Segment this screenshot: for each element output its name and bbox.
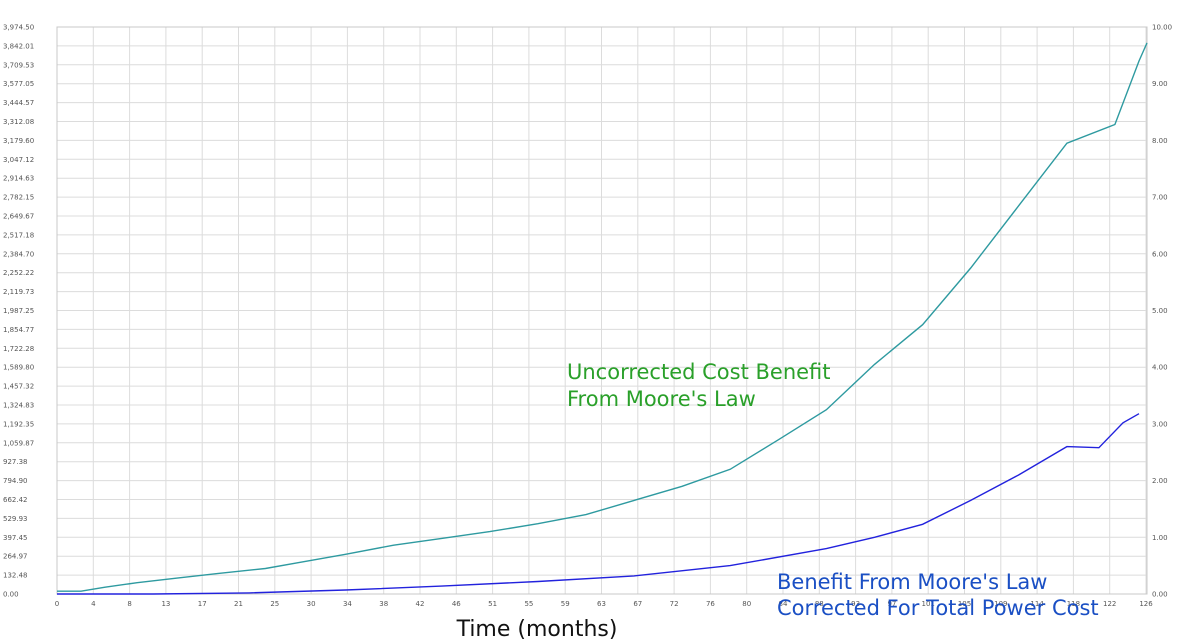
annotation-uncorrected-line-1: Uncorrected Cost Benefit (567, 360, 831, 384)
x-tick-label: 97 (887, 600, 896, 608)
right-tick-label: 2.00 (1152, 477, 1168, 485)
right-tick-label: 3.00 (1152, 420, 1168, 428)
right-tick-label: 4.00 (1152, 364, 1168, 372)
x-axis-ticks: 0 4 8 13 17 21 25 30 34 38 42 46 51 55 59 63 67 72 76 80 84 8… (55, 600, 1153, 608)
grid-lines (56, 26, 1147, 595)
left-tick-label: 3,047.12 (3, 156, 34, 164)
x-tick-label: 46 (452, 600, 461, 608)
annotation-corrected-line-2: Corrected For Total Power Cost (777, 596, 1099, 620)
left-tick-label: 3,444.57 (3, 99, 34, 107)
right-tick-label: 10.00 (1152, 24, 1172, 32)
right-tick-label: 9.00 (1152, 80, 1168, 88)
left-tick-label: 1,589.80 (3, 364, 34, 372)
x-tick-label: 55 (524, 600, 533, 608)
left-tick-label: 2,649.67 (3, 213, 34, 221)
left-tick-label: 2,119.73 (3, 288, 34, 296)
left-tick-label: 1,457.32 (3, 383, 34, 391)
x-tick-label: 84 (779, 600, 788, 608)
right-tick-label: 8.00 (1152, 137, 1168, 145)
right-tick-label: 7.00 (1152, 194, 1168, 202)
left-tick-label: 397.45 (3, 534, 28, 542)
x-tick-label: 42 (416, 600, 425, 608)
left-tick-label: 927.38 (3, 458, 28, 466)
left-tick-label: 0.00 (3, 591, 19, 599)
left-tick-label: 2,517.18 (3, 231, 34, 239)
left-tick-label: 132.48 (3, 572, 28, 580)
x-axis-label: Time (months) (456, 617, 618, 642)
x-tick-label: 8 (127, 600, 131, 608)
x-tick-label: 38 (379, 600, 388, 608)
left-tick-label: 3,709.53 (3, 61, 34, 69)
left-tick-label: 2,782.15 (3, 194, 34, 202)
left-tick-label: 529.93 (3, 515, 28, 523)
left-tick-label: 3,312.08 (3, 118, 34, 126)
x-tick-label: 101 (922, 600, 935, 608)
right-tick-label: 6.00 (1152, 250, 1168, 258)
left-tick-label: 662.42 (3, 496, 28, 504)
left-tick-label: 1,192.35 (3, 420, 34, 428)
right-tick-label: 1.00 (1152, 534, 1168, 542)
left-tick-label: 2,252.22 (3, 269, 34, 277)
x-tick-label: 30 (307, 600, 316, 608)
x-tick-label: 114 (1030, 600, 1044, 608)
x-tick-label: 63 (597, 600, 606, 608)
x-tick-label: 76 (706, 600, 715, 608)
left-tick-label: 1,987.25 (3, 307, 34, 315)
x-tick-label: 0 (55, 600, 59, 608)
plot-border (56, 26, 1148, 595)
x-tick-label: 93 (851, 600, 860, 608)
x-tick-label: 17 (198, 600, 207, 608)
left-tick-label: 1,059.87 (3, 439, 34, 447)
left-tick-label: 2,384.70 (3, 250, 34, 258)
right-tick-label: 5.00 (1152, 307, 1168, 315)
right-tick-label: 0.00 (1152, 591, 1168, 599)
x-tick-label: 80 (742, 600, 751, 608)
x-tick-label: 13 (161, 600, 170, 608)
left-tick-label: 2,914.63 (3, 175, 34, 183)
x-tick-label: 25 (270, 600, 279, 608)
annotation-uncorrected-line-2: From Moore's Law (567, 387, 756, 411)
right-axis-ticks: 10.00 9.00 8.00 7.00 6.00 5.00 4.00 3.00 2.00 1.0… (1152, 24, 1172, 599)
left-tick-label: 794.90 (3, 477, 28, 485)
x-tick-label: 51 (488, 600, 497, 608)
left-tick-label: 3,577.05 (3, 80, 34, 88)
series-line-1 (57, 42, 1148, 592)
x-tick-label: 118 (1067, 600, 1080, 608)
plot-frame (56, 26, 1148, 595)
series-lines (57, 42, 1148, 595)
series-line-2 (57, 413, 1140, 595)
left-tick-label: 1,324.83 (3, 402, 34, 410)
left-axis-ticks: 3,974.50 3,842.01 3,709.53 3,577.05 3,444.57… (3, 24, 34, 599)
left-tick-label: 1,722.28 (3, 345, 34, 353)
left-tick-label: 264.97 (3, 553, 28, 561)
x-tick-label: 34 (343, 600, 352, 608)
x-tick-label: 72 (670, 600, 679, 608)
left-tick-label: 1,854.77 (3, 326, 34, 334)
x-tick-label: 126 (1139, 600, 1153, 608)
left-tick-label: 3,974.50 (3, 24, 34, 32)
annotation-corrected-line-1: Benefit From Moore's Law (777, 570, 1047, 594)
left-tick-label: 3,842.01 (3, 42, 34, 50)
x-tick-label: 88 (815, 600, 824, 608)
x-tick-label: 122 (1103, 600, 1116, 608)
x-tick-label: 59 (561, 600, 570, 608)
x-tick-label: 109 (994, 600, 1007, 608)
x-tick-label: 4 (91, 600, 96, 608)
x-tick-label: 67 (633, 600, 642, 608)
x-tick-label: 21 (234, 600, 243, 608)
left-tick-label: 3,179.60 (3, 137, 34, 145)
x-tick-label: 105 (958, 600, 971, 608)
